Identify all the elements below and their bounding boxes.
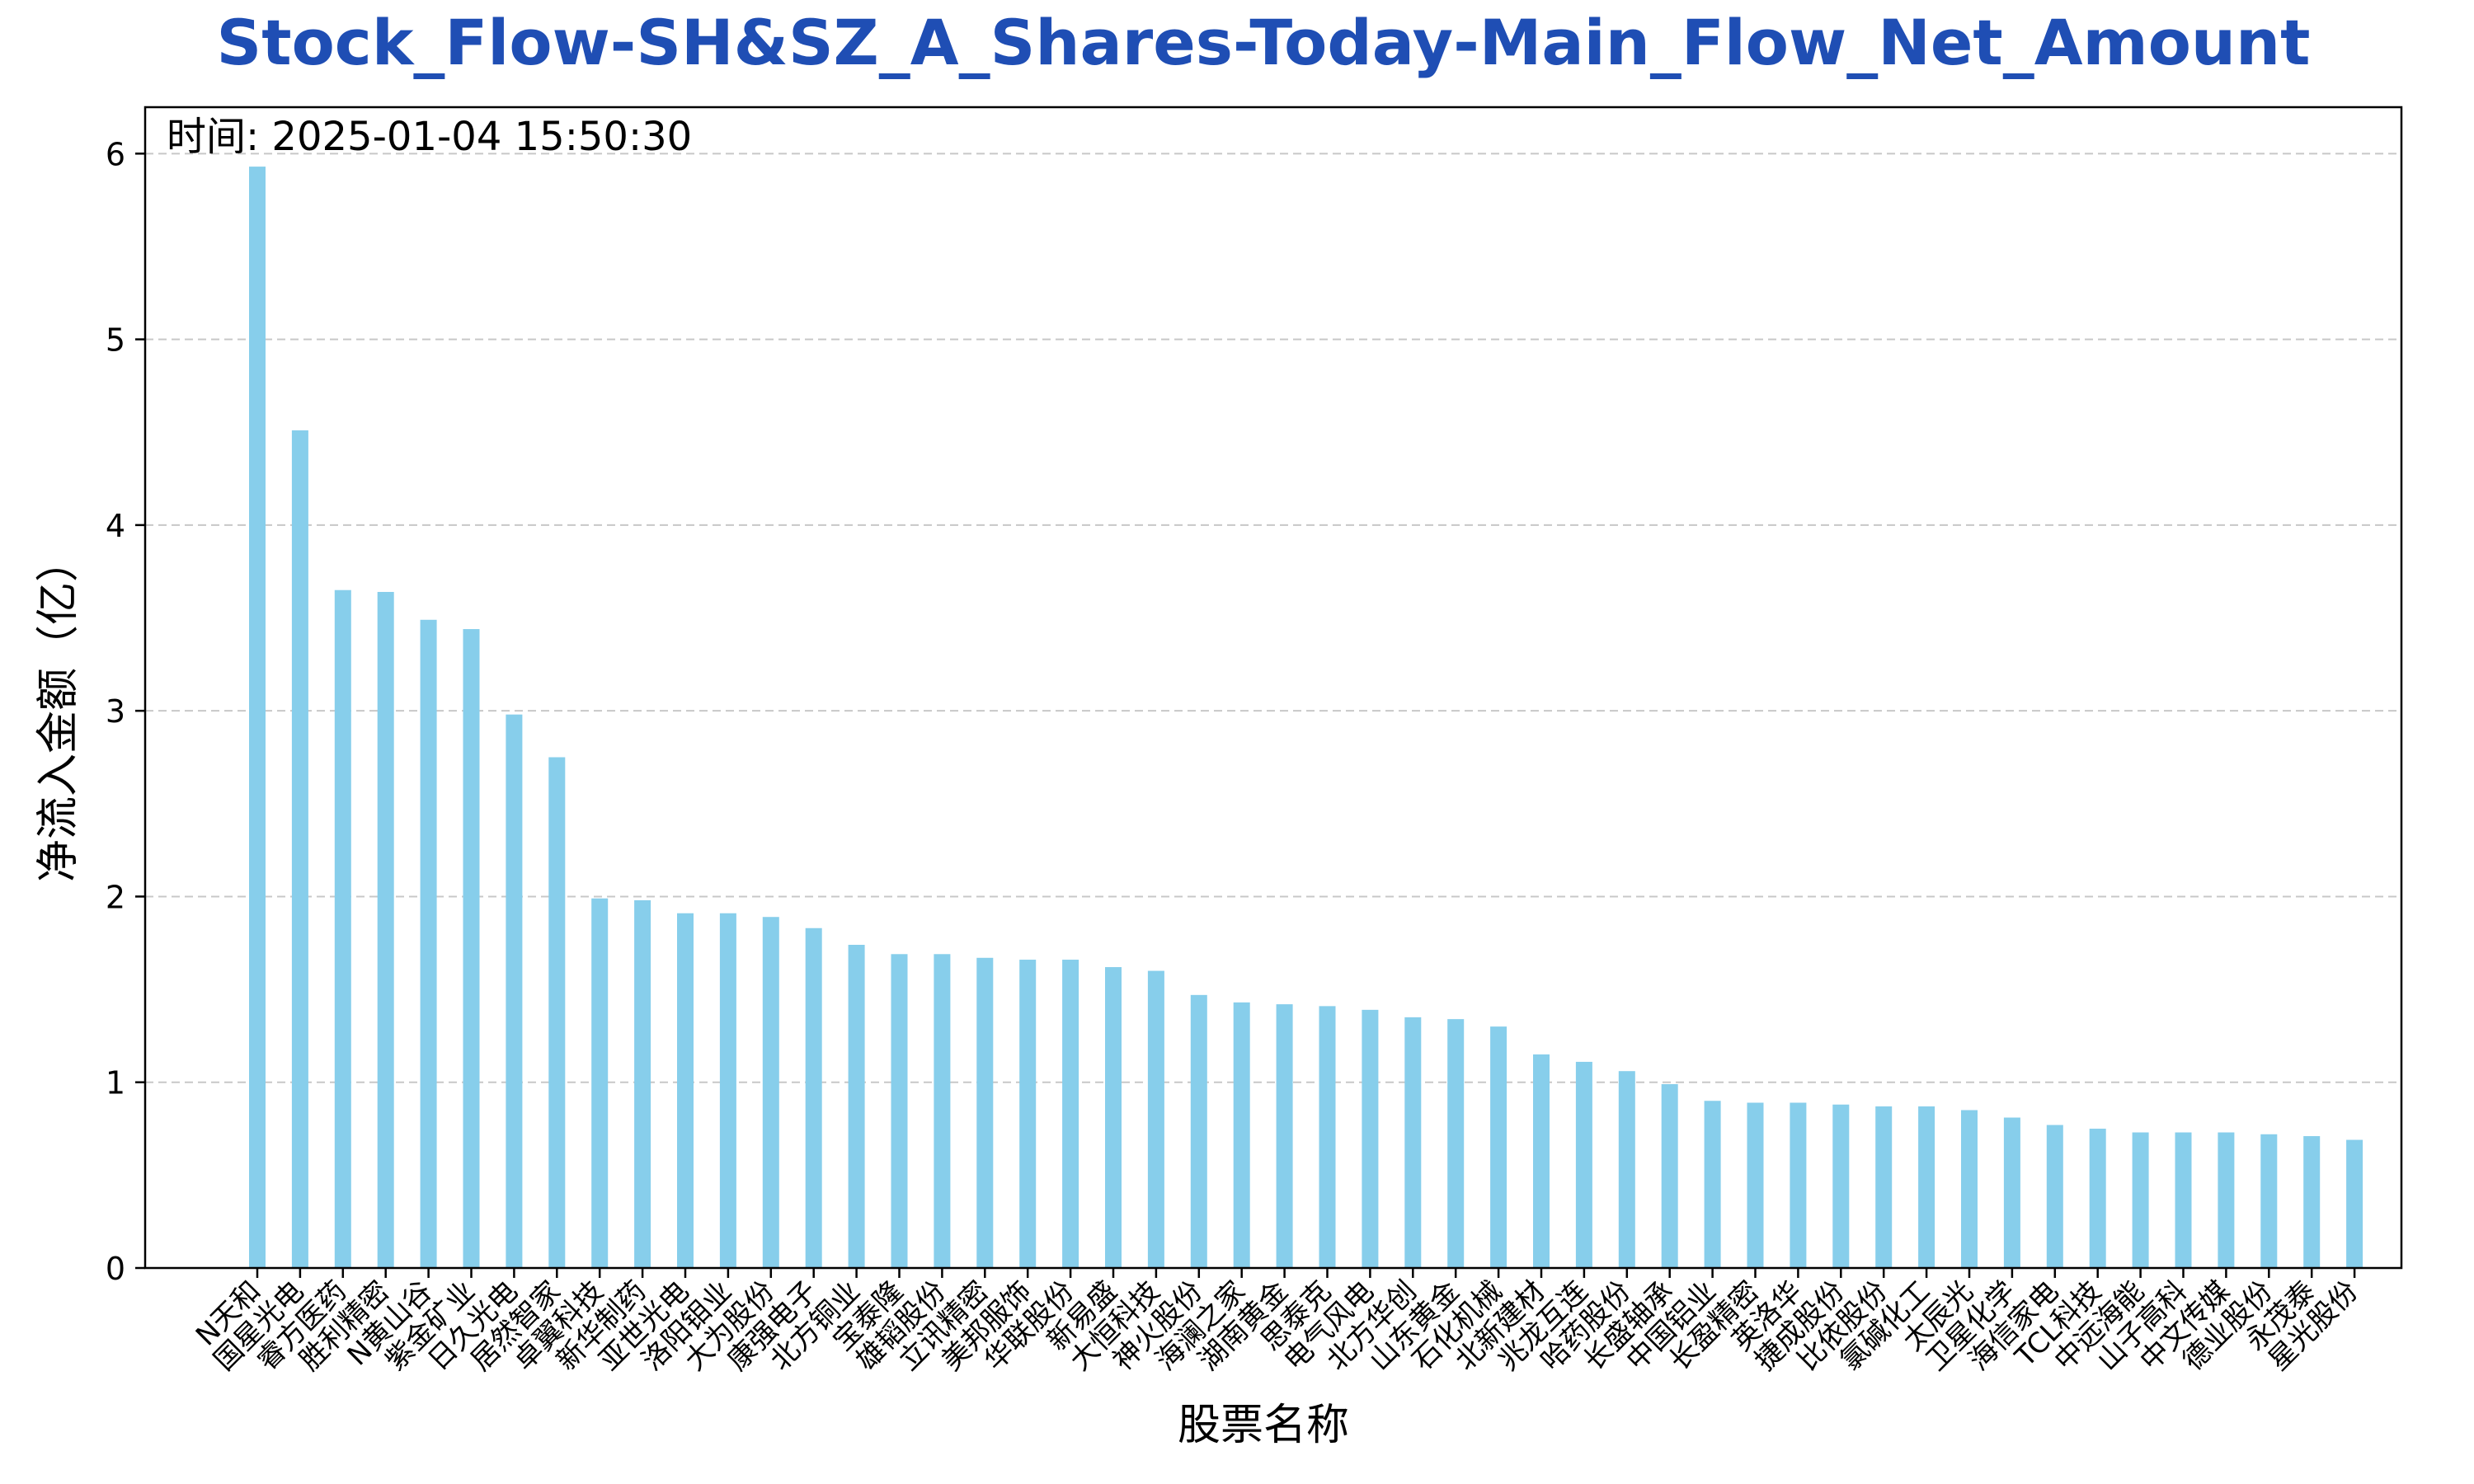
bar <box>1362 1009 1379 1268</box>
bar <box>2218 1132 2235 1268</box>
bar <box>1832 1104 1850 1268</box>
bar <box>1105 967 1122 1268</box>
bar <box>1147 970 1164 1268</box>
x-axis: N天和国星光电睿方医药胜利精密N黄山谷紫金矿业日久光电居然智家卓翼科技新华制药亚… <box>190 1268 2364 1378</box>
bar <box>1618 1071 1635 1268</box>
bar <box>1276 1004 1293 1268</box>
bar <box>1019 960 1037 1268</box>
bar <box>1404 1017 1422 1268</box>
bar <box>934 954 951 1268</box>
bar <box>1447 1019 1465 1268</box>
x-axis-label: 股票名称 <box>1178 1401 1349 1450</box>
bar <box>1961 1110 1978 1268</box>
bar <box>2003 1117 2020 1268</box>
bar <box>1533 1054 1550 1268</box>
bar <box>2303 1136 2321 1268</box>
bar <box>2175 1132 2192 1268</box>
bar <box>1490 1026 1507 1268</box>
bar <box>976 957 994 1268</box>
bar <box>1704 1101 1721 1268</box>
bar <box>805 928 822 1268</box>
bar <box>1575 1061 1592 1268</box>
bar <box>420 619 437 1268</box>
y-tick-label: 4 <box>106 508 125 544</box>
bar <box>2089 1129 2106 1268</box>
bar <box>548 757 566 1268</box>
y-tick-label: 3 <box>106 693 125 730</box>
bar <box>1190 994 1207 1268</box>
bar <box>2046 1125 2063 1268</box>
bar <box>291 430 308 1268</box>
bar <box>634 899 651 1268</box>
bar <box>1790 1102 1807 1268</box>
bar <box>848 945 865 1268</box>
y-tick-label: 1 <box>106 1065 125 1101</box>
bar <box>1062 960 1079 1268</box>
chart-title: Stock_Flow-SH&SZ_A_Shares-Today-Main_Flo… <box>217 6 2311 79</box>
bar <box>891 954 908 1268</box>
bar <box>334 589 351 1268</box>
bar <box>1233 1002 1250 1268</box>
y-tick-label: 6 <box>106 136 125 172</box>
bar <box>506 714 523 1268</box>
bar <box>719 913 736 1268</box>
bars <box>249 167 2363 1268</box>
y-tick-label: 5 <box>106 322 125 359</box>
bar <box>463 629 480 1268</box>
plot-frame <box>143 106 2403 1270</box>
y-tick-label: 2 <box>106 879 125 915</box>
bar <box>377 591 394 1268</box>
bar <box>762 917 779 1268</box>
bar <box>249 167 266 1268</box>
bar <box>2260 1134 2278 1268</box>
bar <box>1319 1006 1336 1268</box>
bar <box>1661 1083 1678 1268</box>
timestamp-annotation: 时间: 2025-01-04 15:50:30 <box>167 114 692 160</box>
y-tick-label: 0 <box>106 1251 125 1287</box>
bar <box>1875 1106 1893 1268</box>
grid-lines <box>145 153 2401 1083</box>
bar <box>2346 1139 2363 1268</box>
bar <box>677 913 694 1268</box>
bar <box>1747 1102 1764 1268</box>
y-axis: 0 1 2 3 4 5 6 <box>106 136 145 1287</box>
y-axis-label: 净流入金额（亿） <box>34 539 83 882</box>
bar <box>1918 1106 1935 1268</box>
bar <box>591 898 609 1268</box>
bar <box>2132 1132 2149 1268</box>
